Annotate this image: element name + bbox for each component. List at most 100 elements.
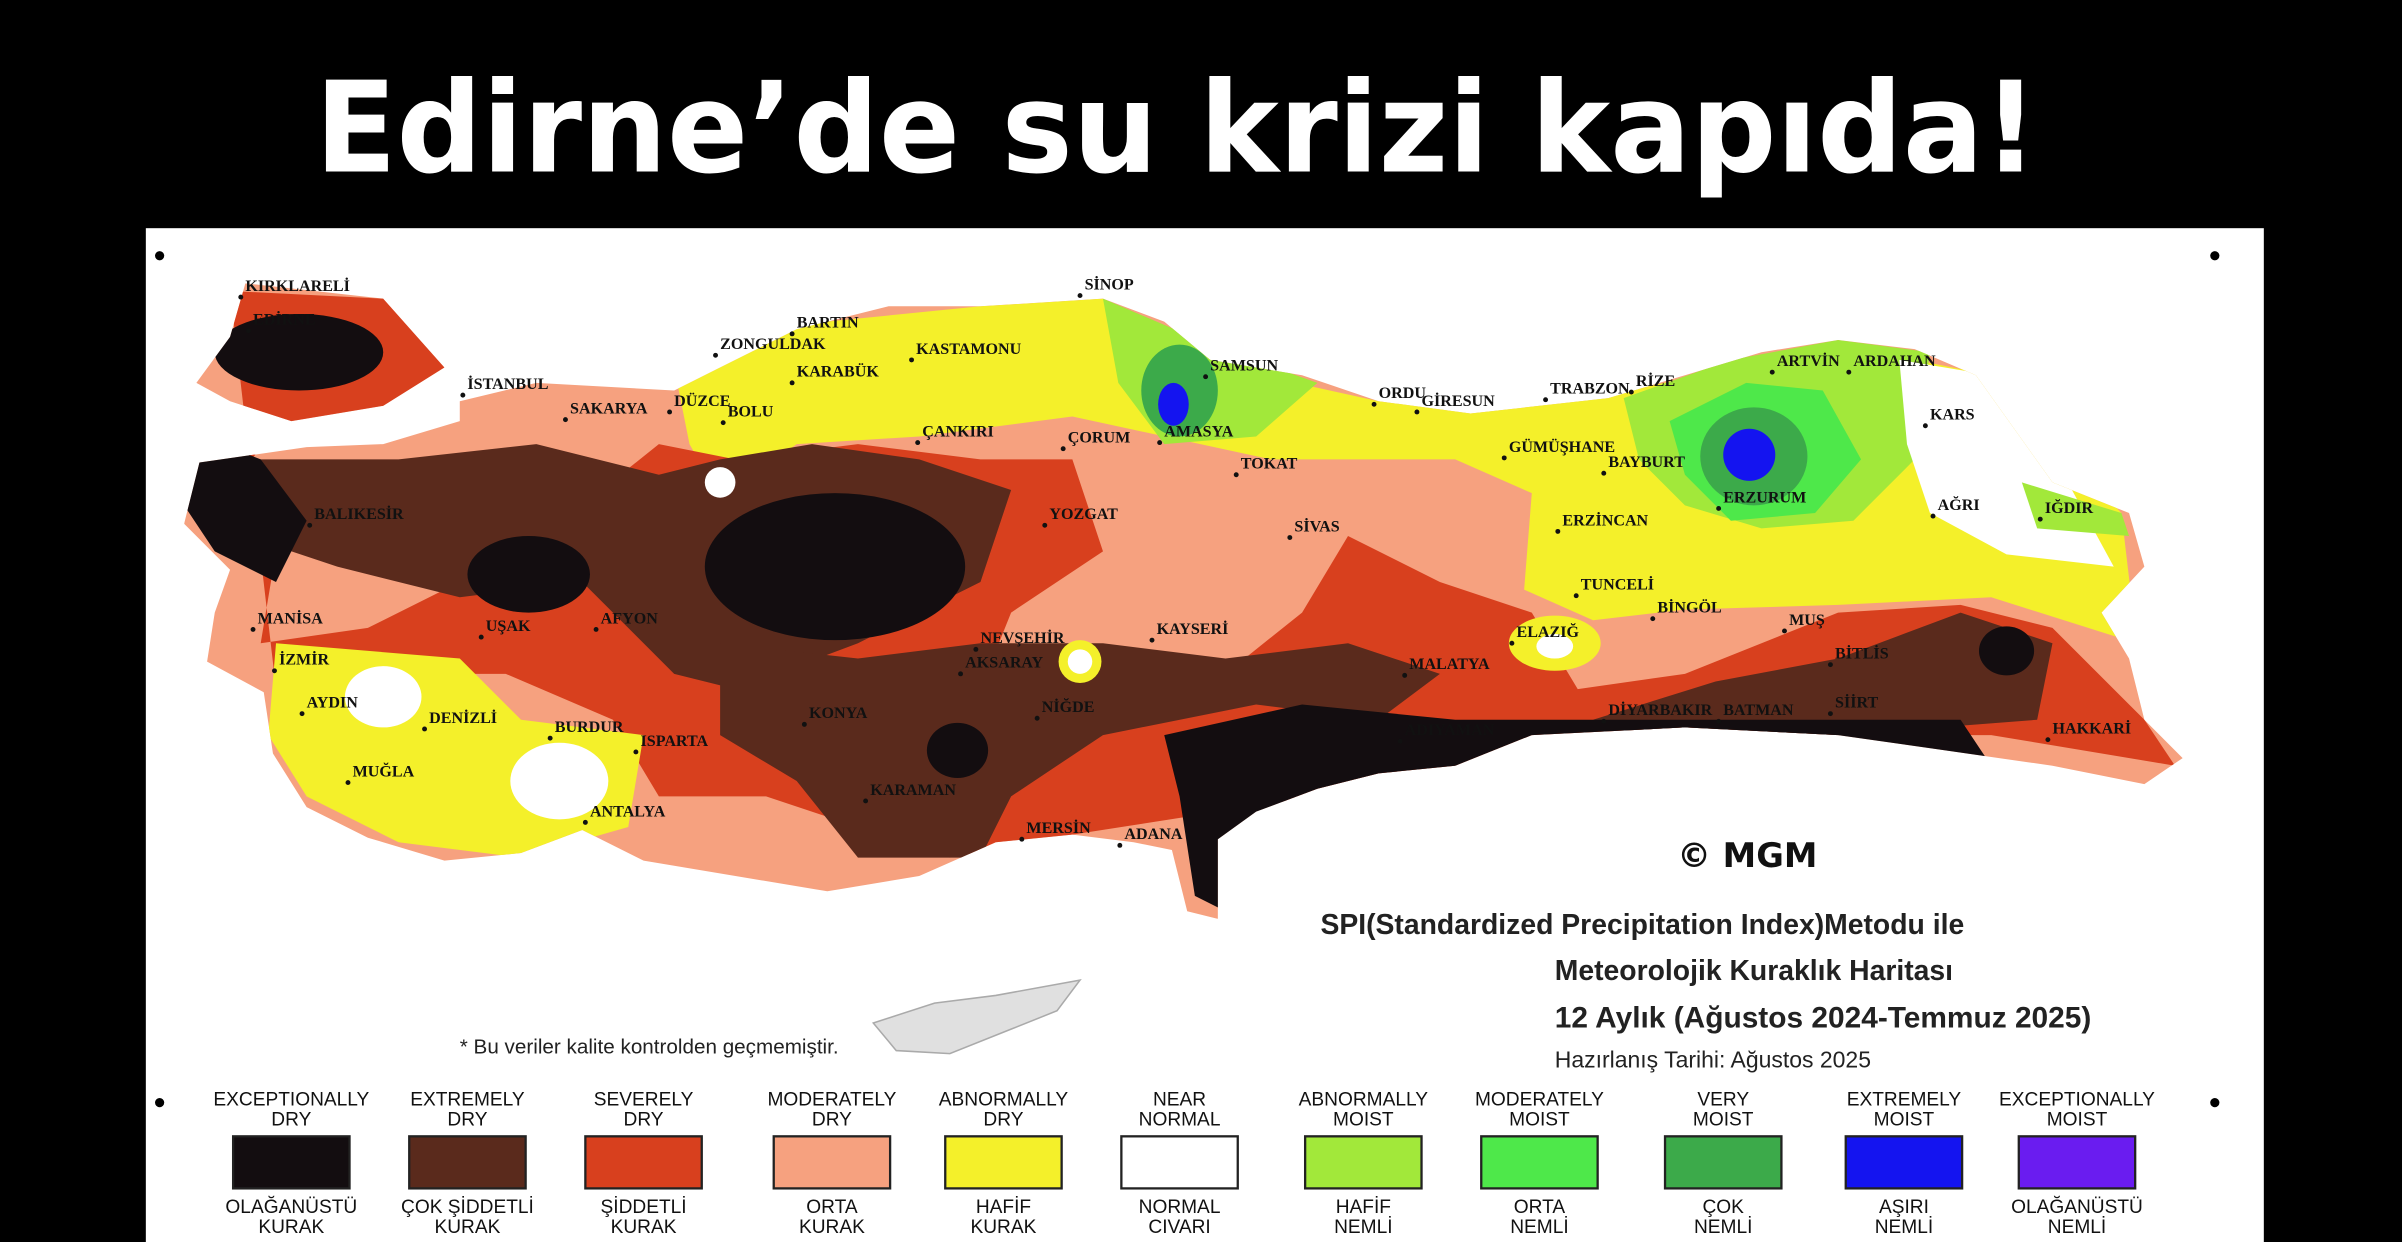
city-dot [789, 331, 795, 337]
city-dot [863, 798, 869, 804]
legend-label-tr: ORTA [1514, 1197, 1566, 1218]
legend-label-en: ABNORMALLY [939, 1090, 1069, 1111]
city-dot [1414, 409, 1420, 415]
city-dot [1371, 401, 1377, 407]
legend-label-en: VERY [1697, 1090, 1749, 1111]
city-label: MUŞ [1789, 612, 1825, 629]
city-dot [1846, 369, 1852, 375]
legend-label-tr: KURAK [611, 1217, 677, 1238]
legend-swatch [1844, 1135, 1964, 1190]
legend-label-tr: KURAK [258, 1217, 324, 1238]
city-dot [1233, 472, 1239, 478]
legend-label-en: EXTREMELY [1847, 1090, 1962, 1111]
legend-label-en: DRY [271, 1110, 311, 1131]
city-dot [1019, 836, 1025, 842]
city-label: ADANA [1124, 826, 1182, 843]
city-dot [1402, 672, 1408, 678]
legend-label-en: DRY [983, 1110, 1023, 1131]
city-dot [1509, 640, 1515, 646]
headline: Edirne’de su krizi kapıda! [315, 55, 2038, 202]
city-dot [1827, 711, 1833, 717]
legend-label-en: ABNORMALLY [1299, 1090, 1429, 1111]
legend-label-en: MODERATELY [1475, 1090, 1604, 1111]
city-dot [272, 668, 277, 674]
legend-label-tr: ÇOK [1702, 1197, 1744, 1218]
city-dot [1827, 662, 1833, 668]
city-dot [1117, 842, 1123, 848]
city-label: IĞDIR [2045, 498, 2094, 517]
city-dot [460, 392, 466, 398]
caption-line: Meteorolojik Kuraklık Haritası [1555, 955, 1953, 987]
city-label: ZONGULDAK [720, 336, 826, 353]
city-label: KIRKLARELİ [245, 276, 350, 295]
legend-label-tr: CIVARI [1148, 1217, 1210, 1238]
city-label: BATMAN [1723, 702, 1794, 719]
city-label: MERSİN [1026, 818, 1091, 837]
city-label: KARS [1930, 407, 1975, 424]
legend-label-tr: HAFİF [1336, 1197, 1391, 1218]
city-label: UŞAK [486, 618, 531, 635]
city-label: İSTANBUL [467, 374, 548, 393]
legend-label-en: DRY [812, 1110, 852, 1131]
legend-label-en: MOIST [1333, 1110, 1394, 1131]
city-dot [299, 711, 305, 717]
city-label: GÜMÜŞHANE [1509, 438, 1615, 456]
legend-swatch [584, 1135, 703, 1190]
city-dot [250, 626, 256, 632]
legend-swatch [408, 1135, 527, 1190]
legend-label-tr: NEMLİ [2048, 1217, 2106, 1238]
city-dot [1716, 718, 1722, 724]
city-dot [307, 522, 313, 528]
city-dot [1157, 440, 1163, 446]
legend-label-en: MOIST [1509, 1110, 1570, 1131]
city-dot [238, 294, 244, 300]
legend-label-en: EXCEPTIONALLY [1999, 1090, 2155, 1111]
city-label: KARABÜK [797, 363, 880, 381]
legend-label-en: EXCEPTIONALLY [213, 1090, 369, 1111]
city-dot [1650, 616, 1656, 622]
city-label: SİVAS [1294, 516, 1339, 535]
legend-label-en: MOIST [1874, 1110, 1935, 1131]
city-dot [1042, 522, 1048, 528]
city-dot [801, 721, 807, 727]
legend-swatch [1480, 1135, 1599, 1190]
city-label: BOLU [728, 404, 774, 421]
city-dot [1782, 628, 1787, 634]
legend-swatch [231, 1135, 351, 1190]
city-label: TOKAT [1241, 456, 1298, 473]
city-dot [2045, 737, 2051, 743]
city-label: EDİRNE [253, 310, 316, 329]
city-dot [563, 417, 568, 423]
city-label: BAYBURT [1608, 454, 1685, 471]
legend-label-tr: HAFİF [976, 1197, 1031, 1218]
city-dot [1501, 455, 1507, 461]
city-dot [1601, 718, 1607, 724]
prepared-date: Hazırlanış Tarihi: Ağustos 2025 [1555, 1046, 1871, 1072]
legend-swatch [772, 1135, 892, 1190]
city-label: ERZİNCAN [1562, 510, 1648, 529]
city-dot [1543, 397, 1549, 403]
city-label: MUĞLA [353, 761, 415, 780]
city-dot [422, 726, 428, 732]
city-label: AĞRI [1938, 495, 1980, 514]
legend-label-tr: AŞIRI [1879, 1197, 1929, 1218]
caption-line: SPI(Standardized Precipitation Index)Met… [1320, 909, 1964, 941]
city-dot [1203, 374, 1209, 380]
city-label: BARTIN [797, 315, 859, 332]
city-label: TUNCELİ [1581, 575, 1654, 594]
city-dot [1922, 423, 1928, 429]
legend-label-tr: ŞİDDETLİ [601, 1197, 687, 1218]
legend: EXCEPTIONALLYDRYOLAĞANÜSTÜKURAKEXTREMELY… [213, 1090, 2155, 1238]
city-dot [1601, 470, 1607, 476]
city-dot [1573, 593, 1579, 599]
legend-label-tr: KURAK [434, 1217, 500, 1238]
legend-label-tr: NEMLİ [1875, 1217, 1933, 1238]
legend-label-en: MOIST [2047, 1110, 2108, 1131]
legend-label-en: SEVERELY [594, 1090, 694, 1111]
city-label: GİRESUN [1422, 391, 1496, 410]
note: * Bu veriler kalite kontrolden geçmemişt… [460, 1036, 839, 1059]
city-label: ANTALYA [590, 803, 666, 820]
city-label: ÇORUM [1068, 430, 1131, 447]
city-label: ERZURUM [1723, 489, 1806, 506]
city-label: MALATYA [1409, 656, 1490, 673]
